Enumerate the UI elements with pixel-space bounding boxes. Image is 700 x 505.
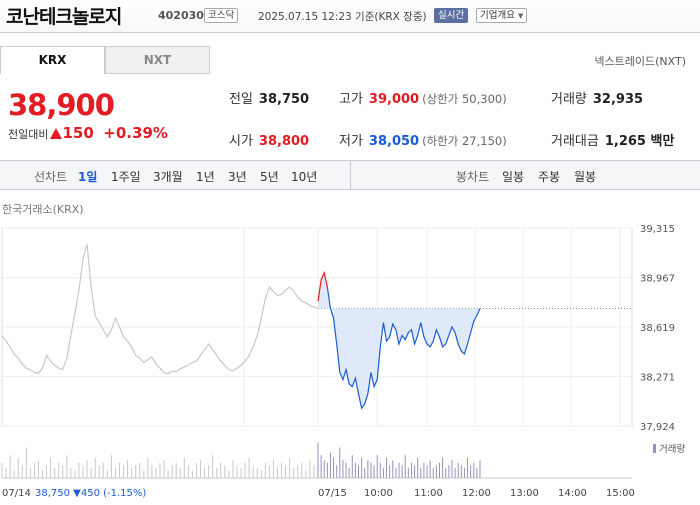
y-tick-label: 39,315 — [640, 224, 675, 235]
stat-sub: (하한가 27,150) — [422, 134, 507, 148]
up-triangle-icon — [50, 128, 63, 139]
company-name: 코난테크놀로지 — [6, 6, 122, 28]
x-tick-label: 13:00 — [510, 488, 539, 499]
price-change: 전일대비 150 +0.39% — [8, 124, 168, 142]
change-label: 전일대비 — [8, 128, 49, 141]
current-price: 38,900 — [8, 88, 115, 122]
stat-amount: 거래대금 1,265 백만 — [551, 130, 674, 149]
period-3m[interactable]: 3개월 — [153, 170, 183, 184]
stat-sub: (상한가 50,300) — [422, 92, 507, 106]
change-amount: 150 — [62, 124, 94, 142]
period-bar: 선차트 1일 1주일 3개월 1년 3년 5년 10년 봉차트 일봉 주봉 월봉 — [0, 160, 700, 190]
market-badge: 코스닥 — [204, 8, 239, 23]
today-line — [326, 286, 481, 410]
period-5y[interactable]: 5년 — [260, 170, 279, 184]
stat-label: 전일 — [229, 92, 253, 107]
stat-value: 32,935 — [592, 92, 644, 107]
line-chart-title: 선차트 — [34, 170, 68, 184]
period-3y[interactable]: 3년 — [228, 170, 247, 184]
period-divider — [350, 161, 351, 189]
x-tick-label: 07/14 — [2, 488, 31, 499]
stat-label: 거래대금 — [551, 134, 599, 149]
y-tick-label: 38,967 — [640, 274, 675, 285]
exchange-tabs: KRX NXT — [0, 46, 210, 74]
period-10y[interactable]: 10년 — [291, 170, 318, 184]
stat-value: 38,800 — [258, 134, 310, 149]
chevron-down-icon: ▼ — [518, 12, 524, 20]
period-1y[interactable]: 1년 — [196, 170, 215, 184]
candle-daily[interactable]: 일봉 — [502, 170, 525, 184]
x-tick-label: 14:00 — [558, 488, 587, 499]
x-tick-label: 07/15 — [318, 488, 347, 499]
candle-monthly[interactable]: 월봉 — [574, 170, 597, 184]
stat-value: 38,750 — [258, 92, 310, 107]
candle-weekly[interactable]: 주봉 — [538, 170, 561, 184]
stat-low: 저가 38,050 (하한가 27,150) — [339, 130, 507, 149]
y-tick-label: 38,271 — [640, 373, 675, 384]
stat-prev-close: 전일 38,750 — [229, 88, 309, 107]
x-tick-label: 12:00 — [462, 488, 491, 499]
today-line-up — [317, 270, 328, 302]
period-1w[interactable]: 1주일 — [111, 170, 141, 184]
stat-label: 시가 — [229, 134, 253, 149]
stat-label: 거래량 — [551, 92, 587, 107]
stat-value: 39,000 — [368, 92, 420, 107]
header-bar: 코난테크놀로지 402030 코스닥 2025.07.15 12:23 기준(K… — [0, 0, 700, 33]
nxt-link[interactable]: 넥스트레이드(NXT) — [594, 55, 686, 68]
tab-nxt[interactable]: NXT — [105, 46, 210, 74]
stat-high: 고가 39,000 (상한가 50,300) — [339, 88, 507, 107]
stat-volume: 거래량 32,935 — [551, 88, 643, 107]
chart-title: 한국거래소(KRX) — [2, 203, 84, 216]
x-tick-label: 10:00 — [364, 488, 393, 499]
stock-code: 402030 — [158, 9, 204, 22]
change-percent: +0.39% — [103, 124, 168, 142]
candle-chart-title: 봉차트 — [456, 170, 490, 184]
tab-krx[interactable]: KRX — [0, 46, 105, 74]
company-info-dropdown[interactable]: 기업개요 ▼ — [476, 8, 528, 23]
x-tick-label: 15:00 — [606, 488, 635, 499]
period-1d[interactable]: 1일 — [78, 170, 98, 184]
today-area-fill — [318, 272, 480, 409]
y-tick-label: 38,619 — [640, 323, 675, 334]
quote-datetime: 2025.07.15 12:23 기준(KRX 장중) — [258, 11, 427, 23]
stat-value: 38,050 — [368, 134, 420, 149]
prev-close-summary: 38,750 ▼450 (-1.15%) — [35, 488, 146, 499]
company-info-label: 기업개요 — [480, 10, 515, 21]
stat-value: 1,265 백만 — [604, 134, 675, 149]
volume-legend-swatch — [653, 444, 656, 453]
realtime-button[interactable]: 실시간 — [434, 8, 469, 23]
x-tick-label: 11:00 — [414, 488, 443, 499]
stat-open: 시가 38,800 — [229, 130, 309, 149]
y-tick-label: 37,924 — [640, 422, 675, 433]
prev-day-line — [1, 244, 319, 375]
stat-label: 고가 — [339, 92, 363, 107]
volume-legend-label: 거래량 — [659, 443, 685, 455]
stat-label: 저가 — [339, 134, 363, 149]
